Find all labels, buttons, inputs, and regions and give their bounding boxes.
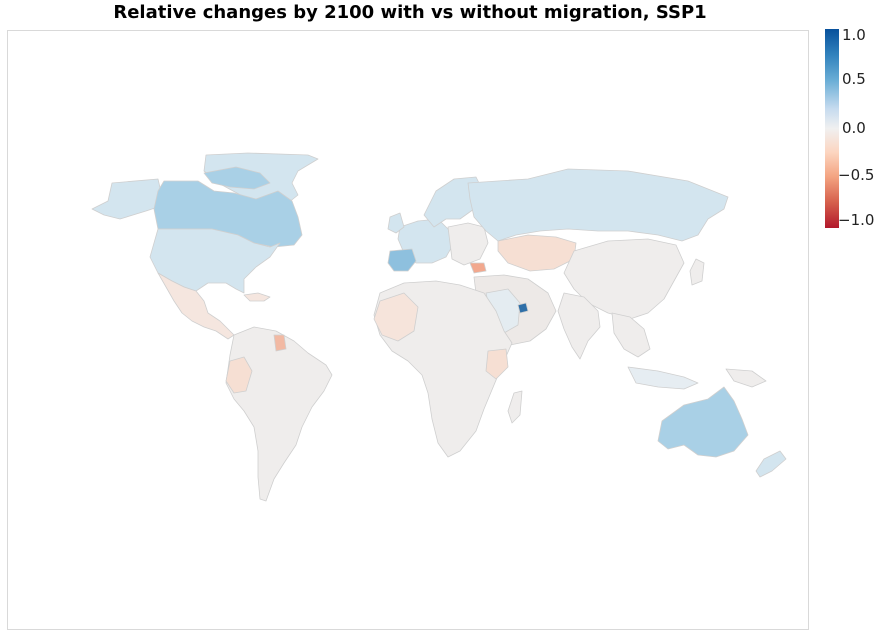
region-alaska[interactable] — [91, 178, 165, 220]
colorbar — [825, 29, 839, 228]
region-guyana[interactable] — [273, 334, 287, 352]
region-uk[interactable] — [387, 212, 405, 234]
region-russia[interactable] — [467, 168, 729, 242]
region-spain[interactable] — [387, 248, 417, 272]
map-plot-area[interactable] — [7, 30, 809, 630]
region-madagascar[interactable] — [507, 390, 523, 424]
region-caribbean[interactable] — [243, 292, 271, 302]
region-east-africa[interactable] — [485, 348, 509, 380]
colorbar-tick-neg-1: −1.0 — [838, 211, 875, 229]
region-eastern-europe[interactable] — [447, 222, 489, 266]
map-title: Relative changes by 2100 with vs without… — [113, 2, 707, 23]
region-new-guinea[interactable] — [725, 368, 767, 388]
region-armenia[interactable] — [469, 262, 487, 274]
colorbar-tick-neg-0-5: −0.5 — [838, 166, 875, 184]
region-china[interactable] — [563, 238, 685, 320]
region-west-africa[interactable] — [373, 292, 419, 342]
colorbar-tick-0-5: 0.5 — [842, 70, 866, 88]
region-southeast-asia[interactable] — [611, 312, 651, 358]
world-map[interactable] — [8, 31, 808, 629]
colorbar-tick-1: 1.0 — [842, 26, 866, 44]
region-canada-arctic[interactable] — [203, 166, 271, 190]
region-peru[interactable] — [225, 356, 253, 394]
region-kazakhstan[interactable] — [497, 234, 577, 272]
region-uae[interactable] — [517, 302, 529, 314]
region-south-america[interactable] — [225, 326, 333, 502]
region-australia[interactable] — [657, 386, 749, 458]
region-indonesia[interactable] — [627, 366, 699, 390]
region-japan[interactable] — [689, 258, 705, 286]
colorbar-tick-0: 0.0 — [842, 119, 866, 137]
region-india[interactable] — [557, 292, 601, 360]
region-new-zealand[interactable] — [755, 450, 787, 478]
